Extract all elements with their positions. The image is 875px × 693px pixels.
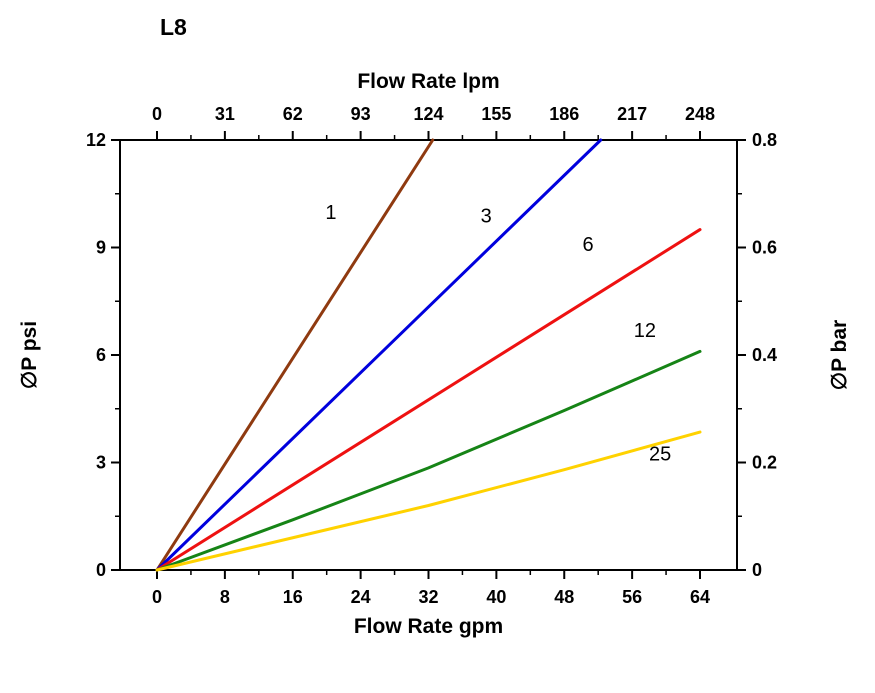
y-axis-left-title: ∅P psi xyxy=(18,321,41,389)
series-label-25: 25 xyxy=(649,444,671,466)
tick-label: 0 xyxy=(152,587,162,607)
x-axis-bottom-title: Flow Rate gpm xyxy=(354,615,503,638)
series-line-25 xyxy=(155,430,702,572)
chart-title: L8 xyxy=(160,14,187,40)
series-line-12 xyxy=(155,349,702,572)
tick-label: 56 xyxy=(622,587,642,607)
tick-label: 24 xyxy=(351,587,371,607)
tick-label: 16 xyxy=(283,587,303,607)
tick-label: 0.2 xyxy=(752,453,777,473)
y-axis-left: 0 3 6 9 12 ∅P psi xyxy=(18,130,120,580)
series-label-1: 1 xyxy=(325,202,336,224)
tick-label: 9 xyxy=(96,238,106,258)
tick-label: 217 xyxy=(617,104,647,124)
series-lines xyxy=(155,138,702,572)
x-axis-top-title: Flow Rate lpm xyxy=(357,70,499,93)
tick-label: 0 xyxy=(152,104,162,124)
tick-label: 12 xyxy=(86,130,106,150)
tick-label: 8 xyxy=(220,587,230,607)
tick-label: 124 xyxy=(413,104,443,124)
series-label-3: 3 xyxy=(481,205,492,227)
tick-label: 3 xyxy=(96,453,106,473)
tick-label: 155 xyxy=(481,104,511,124)
y-axis-right: 0 0.2 0.4 0.6 0.8 ∅P bar xyxy=(737,130,851,580)
tick-label: 186 xyxy=(549,104,579,124)
series-labels: 1 3 6 12 25 xyxy=(325,202,671,466)
tick-label: 62 xyxy=(283,104,303,124)
tick-label: 0.4 xyxy=(752,345,777,365)
tick-label: 0 xyxy=(752,560,762,580)
tick-label: 40 xyxy=(486,587,506,607)
tick-label: 48 xyxy=(554,587,574,607)
series-line-1 xyxy=(155,138,435,572)
series-line-6 xyxy=(155,228,702,572)
y-axis-right-title: ∅P bar xyxy=(828,320,851,390)
series-line-3 xyxy=(155,138,603,572)
series-label-12: 12 xyxy=(634,320,656,342)
tick-label: 31 xyxy=(215,104,235,124)
tick-label: 0 xyxy=(96,560,106,580)
tick-label: 32 xyxy=(418,587,438,607)
tick-label: 93 xyxy=(351,104,371,124)
tick-label: 0.6 xyxy=(752,238,777,258)
tick-label: 0.8 xyxy=(752,130,777,150)
tick-label: 6 xyxy=(96,345,106,365)
tick-label: 248 xyxy=(685,104,715,124)
x-axis-top: 0 31 62 93 124 155 186 217 248 Flow Rate lpm xyxy=(152,70,715,140)
tick-label: 64 xyxy=(690,587,710,607)
x-axis-bottom: 0 8 16 24 32 40 48 56 64 Flow Rate gpm xyxy=(152,570,710,638)
series-label-6: 6 xyxy=(582,234,593,256)
